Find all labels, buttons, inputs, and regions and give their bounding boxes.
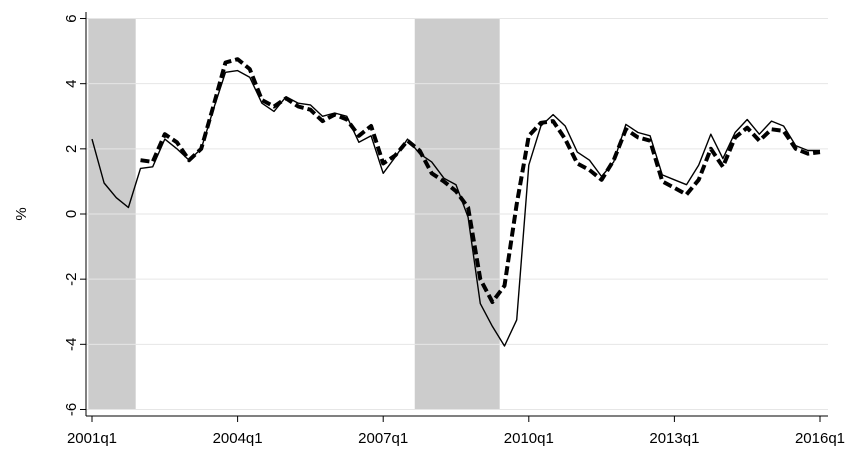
y-tick-label: 0 (63, 210, 80, 218)
x-tick-label: 2016q1 (795, 430, 845, 447)
y-tick-label: 2 (63, 145, 80, 153)
y-tick-label: -6 (63, 403, 80, 416)
x-tick-label: 2001q1 (67, 430, 117, 447)
dashed-line (140, 57, 821, 304)
y-tick-label: -4 (63, 338, 80, 351)
y-tick-label: -2 (63, 272, 80, 285)
y-tick-label: 4 (63, 80, 80, 88)
y-tick-label: 6 (63, 14, 80, 22)
y-axis-label: % (13, 207, 30, 220)
x-tick-label: 2004q1 (213, 430, 263, 447)
x-tick-label: 2007q1 (358, 430, 408, 447)
x-tick-label: 2013q1 (649, 430, 699, 447)
x-tick-label: 2010q1 (504, 430, 554, 447)
